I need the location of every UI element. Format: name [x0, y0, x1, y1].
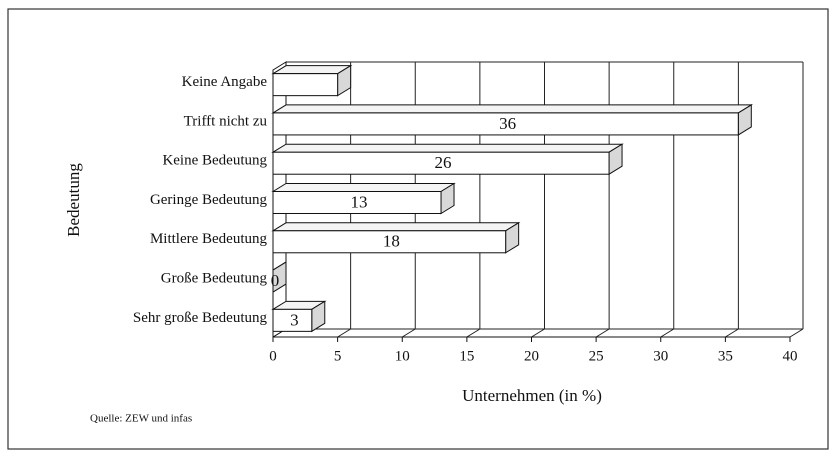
y-axis-label: Bedeutung — [64, 163, 83, 237]
x-tick-label: 30 — [653, 348, 668, 364]
grid-line — [789, 328, 804, 338]
bar-side — [272, 261, 287, 293]
frame — [7, 8, 829, 450]
bar — [272, 73, 339, 97]
bar — [272, 151, 610, 175]
bar — [272, 308, 313, 332]
bar-top — [271, 104, 754, 114]
bar-top — [271, 143, 624, 153]
x-tick-label: 15 — [459, 348, 474, 364]
y-tick-label: Sehr große Bedeutung — [133, 310, 268, 326]
bar-top — [271, 183, 456, 192]
value-label: 3 — [290, 310, 299, 329]
value-label: 0 — [271, 271, 280, 290]
value-label: 26 — [435, 153, 452, 172]
bar-top — [271, 222, 521, 232]
x-axis-label: Unternehmen (in %) — [462, 386, 602, 405]
grid-line — [531, 328, 545, 338]
x-tick-label: 5 — [334, 348, 342, 364]
y-tick-label: Keine Angabe — [182, 74, 268, 90]
value-label: 13 — [351, 192, 368, 211]
x-tick-label: 25 — [589, 348, 604, 364]
bar — [272, 112, 739, 136]
y-tick-label: Keine Bedeutung — [162, 153, 267, 169]
value-label: 18 — [383, 232, 400, 251]
y-tick-label: Geringe Bedeutung — [150, 192, 268, 208]
bar — [272, 230, 507, 254]
grid-line — [595, 328, 610, 338]
grid-line — [660, 328, 675, 338]
bar — [272, 191, 442, 214]
value-label: 36 — [499, 114, 516, 133]
grid-line — [466, 328, 481, 338]
y-tick-label: Große Bedeutung — [161, 271, 268, 287]
grid-line — [725, 328, 739, 338]
grid-line — [401, 328, 416, 338]
source-note: Quelle: ZEW und infas — [90, 413, 192, 425]
y-tick-label: Trifft nicht zu — [184, 113, 268, 129]
grid-line — [337, 328, 351, 338]
x-tick-label: 0 — [269, 348, 277, 364]
x-tick-label: 35 — [718, 348, 733, 364]
y-tick-label: Mittlere Bedeutung — [150, 231, 268, 247]
x-tick-label: 40 — [783, 348, 798, 364]
x-tick-label: 10 — [395, 348, 410, 364]
x-tick-label: 20 — [524, 348, 539, 364]
